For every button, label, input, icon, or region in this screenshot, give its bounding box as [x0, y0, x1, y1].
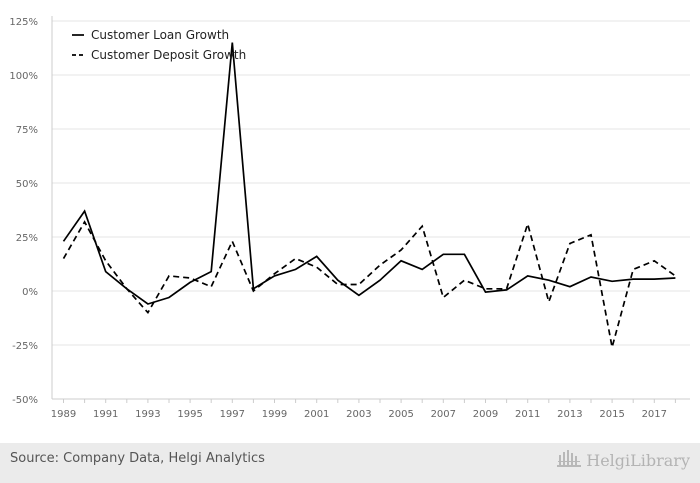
x-tick-label: 2009 [473, 409, 498, 420]
y-tick-label: 75% [16, 125, 38, 136]
logo-text: HelgiLibrary [586, 450, 690, 470]
x-tick-label: 2007 [431, 409, 456, 420]
legend-label: Customer Deposit Growth [91, 48, 246, 62]
y-tick-label: -50% [12, 395, 38, 406]
y-tick-label: 125% [9, 17, 38, 28]
x-tick-label: 2005 [388, 409, 413, 420]
x-tick-label: 2017 [642, 409, 667, 420]
y-tick-label: 25% [16, 233, 38, 244]
x-tick-label: 1999 [262, 409, 287, 420]
y-tick-label: 50% [16, 179, 38, 190]
series-lines [62, 42, 676, 348]
x-tick-labels: 1989 1991 1993 1995 1997 1999 2001 2003 2005 2007… [51, 409, 667, 420]
x-tick-label: 2001 [304, 409, 329, 420]
x-tick-label: 2015 [599, 409, 624, 420]
legend: Customer Loan Growth Customer Deposit Gro… [72, 28, 246, 62]
library-building-icon [556, 447, 582, 473]
y-tick-label: 100% [9, 71, 38, 82]
x-tick-label: 2011 [515, 409, 540, 420]
footer-bar [0, 443, 700, 483]
helgi-library-logo[interactable]: HelgiLibrary [556, 448, 690, 472]
grid-lines [52, 20, 690, 346]
legend-label: Customer Loan Growth [91, 28, 229, 42]
x-tick-label: 1993 [135, 409, 160, 420]
y-tick-label: -25% [12, 341, 38, 352]
x-tick-label: 1991 [93, 409, 118, 420]
series-line-loan-growth [62, 42, 676, 305]
source-text: Source: Company Data, Helgi Analytics [10, 451, 265, 466]
series-line-deposit-growth [62, 220, 676, 348]
y-tick-labels: 125% 100% 75% 50% 25% 0% -25% -50% [9, 17, 38, 406]
axes [51, 16, 690, 403]
x-tick-label: 2003 [346, 409, 371, 420]
y-tick-label: 0% [22, 287, 38, 298]
x-tick-label: 2013 [557, 409, 582, 420]
x-tick-label: 1997 [220, 409, 245, 420]
x-tick-label: 1989 [51, 409, 76, 420]
x-tick-label: 1995 [177, 409, 202, 420]
